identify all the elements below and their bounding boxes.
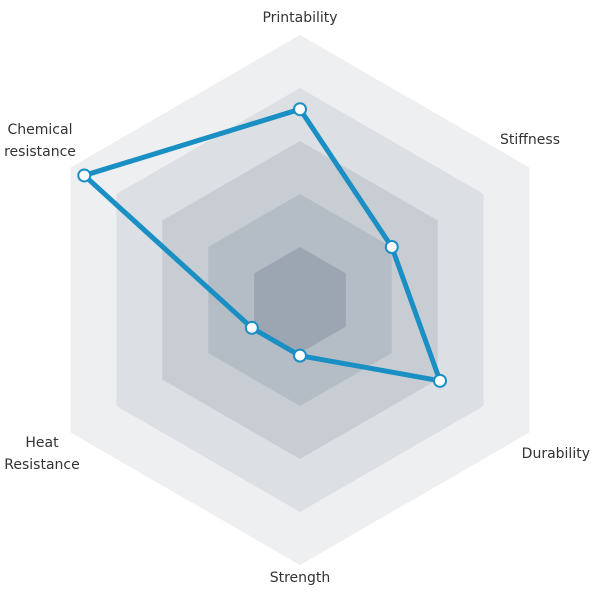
axis-label-chemical-resistance: Chemical resistance — [4, 122, 76, 160]
grid-ring-1 — [254, 247, 346, 353]
data-point-1 — [384, 240, 399, 254]
radar-points — [77, 102, 447, 388]
data-point-5 — [77, 168, 92, 183]
axis-label-strength: Strength — [269, 570, 331, 586]
axis-label-printability: Printability — [262, 10, 338, 26]
axis-label-heat-resistance: Heat Resistance — [4, 435, 80, 473]
axis-label-durability: Durability — [521, 446, 590, 462]
data-point-3 — [293, 348, 307, 363]
data-point-0 — [293, 102, 307, 117]
data-point-2 — [432, 373, 447, 388]
axis-label-stiffness: Stiffness — [500, 132, 560, 148]
data-point-4 — [244, 320, 259, 335]
radar-grid — [70, 35, 530, 565]
